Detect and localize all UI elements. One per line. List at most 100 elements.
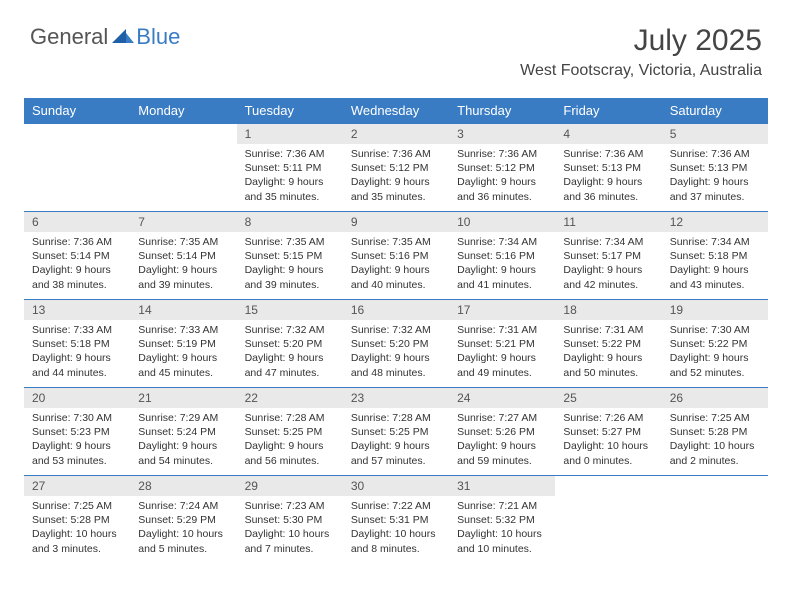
calendar-day-cell: 3Sunrise: 7:36 AMSunset: 5:12 PMDaylight…: [449, 124, 555, 212]
day-details: Sunrise: 7:29 AMSunset: 5:24 PMDaylight:…: [130, 408, 236, 474]
day-details: Sunrise: 7:31 AMSunset: 5:22 PMDaylight:…: [555, 320, 661, 386]
day-number: 29: [237, 476, 343, 496]
calendar-day-cell: 23Sunrise: 7:28 AMSunset: 5:25 PMDayligh…: [343, 388, 449, 476]
calendar-day-cell: 14Sunrise: 7:33 AMSunset: 5:19 PMDayligh…: [130, 300, 236, 388]
day-details: Sunrise: 7:34 AMSunset: 5:18 PMDaylight:…: [662, 232, 768, 298]
calendar-day-cell: [24, 124, 130, 212]
day-details: Sunrise: 7:21 AMSunset: 5:32 PMDaylight:…: [449, 496, 555, 562]
day-details: Sunrise: 7:31 AMSunset: 5:21 PMDaylight:…: [449, 320, 555, 386]
day-details: Sunrise: 7:34 AMSunset: 5:16 PMDaylight:…: [449, 232, 555, 298]
weekday-header: Tuesday: [237, 98, 343, 124]
day-details: Sunrise: 7:28 AMSunset: 5:25 PMDaylight:…: [237, 408, 343, 474]
day-number: 19: [662, 300, 768, 320]
calendar-day-cell: 5Sunrise: 7:36 AMSunset: 5:13 PMDaylight…: [662, 124, 768, 212]
calendar-day-cell: 19Sunrise: 7:30 AMSunset: 5:22 PMDayligh…: [662, 300, 768, 388]
calendar-week-row: 6Sunrise: 7:36 AMSunset: 5:14 PMDaylight…: [24, 212, 768, 300]
weekday-header: Wednesday: [343, 98, 449, 124]
location: West Footscray, Victoria, Australia: [520, 62, 762, 80]
calendar-day-cell: 30Sunrise: 7:22 AMSunset: 5:31 PMDayligh…: [343, 476, 449, 564]
day-details: Sunrise: 7:35 AMSunset: 5:16 PMDaylight:…: [343, 232, 449, 298]
calendar-day-cell: 16Sunrise: 7:32 AMSunset: 5:20 PMDayligh…: [343, 300, 449, 388]
calendar-day-cell: 13Sunrise: 7:33 AMSunset: 5:18 PMDayligh…: [24, 300, 130, 388]
calendar-day-cell: 27Sunrise: 7:25 AMSunset: 5:28 PMDayligh…: [24, 476, 130, 564]
day-details: Sunrise: 7:33 AMSunset: 5:18 PMDaylight:…: [24, 320, 130, 386]
logo: General Blue: [30, 24, 180, 50]
calendar-day-cell: 6Sunrise: 7:36 AMSunset: 5:14 PMDaylight…: [24, 212, 130, 300]
calendar-day-cell: 17Sunrise: 7:31 AMSunset: 5:21 PMDayligh…: [449, 300, 555, 388]
calendar-day-cell: 28Sunrise: 7:24 AMSunset: 5:29 PMDayligh…: [130, 476, 236, 564]
day-number: 22: [237, 388, 343, 408]
weekday-header: Friday: [555, 98, 661, 124]
day-details: Sunrise: 7:27 AMSunset: 5:26 PMDaylight:…: [449, 408, 555, 474]
calendar-day-cell: 31Sunrise: 7:21 AMSunset: 5:32 PMDayligh…: [449, 476, 555, 564]
calendar-day-cell: 18Sunrise: 7:31 AMSunset: 5:22 PMDayligh…: [555, 300, 661, 388]
day-number: 26: [662, 388, 768, 408]
calendar-day-cell: [662, 476, 768, 564]
day-details: Sunrise: 7:35 AMSunset: 5:15 PMDaylight:…: [237, 232, 343, 298]
day-number: 16: [343, 300, 449, 320]
day-details: Sunrise: 7:36 AMSunset: 5:12 PMDaylight:…: [449, 144, 555, 210]
day-number: 31: [449, 476, 555, 496]
calendar-day-cell: 15Sunrise: 7:32 AMSunset: 5:20 PMDayligh…: [237, 300, 343, 388]
day-number: 28: [130, 476, 236, 496]
calendar-week-row: 27Sunrise: 7:25 AMSunset: 5:28 PMDayligh…: [24, 476, 768, 564]
calendar-day-cell: 8Sunrise: 7:35 AMSunset: 5:15 PMDaylight…: [237, 212, 343, 300]
day-details: Sunrise: 7:28 AMSunset: 5:25 PMDaylight:…: [343, 408, 449, 474]
logo-text-blue: Blue: [136, 24, 180, 50]
calendar-header-row: SundayMondayTuesdayWednesdayThursdayFrid…: [24, 98, 768, 124]
calendar-day-cell: 26Sunrise: 7:25 AMSunset: 5:28 PMDayligh…: [662, 388, 768, 476]
day-number: 15: [237, 300, 343, 320]
day-number: 20: [24, 388, 130, 408]
calendar-week-row: 1Sunrise: 7:36 AMSunset: 5:11 PMDaylight…: [24, 124, 768, 212]
day-number: 11: [555, 212, 661, 232]
day-number: 4: [555, 124, 661, 144]
calendar-day-cell: 1Sunrise: 7:36 AMSunset: 5:11 PMDaylight…: [237, 124, 343, 212]
calendar-day-cell: 24Sunrise: 7:27 AMSunset: 5:26 PMDayligh…: [449, 388, 555, 476]
day-details: Sunrise: 7:24 AMSunset: 5:29 PMDaylight:…: [130, 496, 236, 562]
day-number: 17: [449, 300, 555, 320]
day-details: Sunrise: 7:36 AMSunset: 5:14 PMDaylight:…: [24, 232, 130, 298]
day-details: Sunrise: 7:22 AMSunset: 5:31 PMDaylight:…: [343, 496, 449, 562]
day-details: Sunrise: 7:30 AMSunset: 5:22 PMDaylight:…: [662, 320, 768, 386]
logo-triangle-icon: [112, 27, 134, 48]
day-number: 30: [343, 476, 449, 496]
day-number: 14: [130, 300, 236, 320]
calendar-day-cell: 9Sunrise: 7:35 AMSunset: 5:16 PMDaylight…: [343, 212, 449, 300]
weekday-header: Sunday: [24, 98, 130, 124]
day-number: 27: [24, 476, 130, 496]
calendar-day-cell: 11Sunrise: 7:34 AMSunset: 5:17 PMDayligh…: [555, 212, 661, 300]
day-number: 18: [555, 300, 661, 320]
day-details: Sunrise: 7:32 AMSunset: 5:20 PMDaylight:…: [343, 320, 449, 386]
day-number: 23: [343, 388, 449, 408]
day-details: Sunrise: 7:23 AMSunset: 5:30 PMDaylight:…: [237, 496, 343, 562]
title-block: July 2025 West Footscray, Victoria, Aust…: [520, 24, 762, 80]
day-details: Sunrise: 7:36 AMSunset: 5:13 PMDaylight:…: [555, 144, 661, 210]
weekday-header: Thursday: [449, 98, 555, 124]
day-details: Sunrise: 7:34 AMSunset: 5:17 PMDaylight:…: [555, 232, 661, 298]
day-number: 3: [449, 124, 555, 144]
day-number: 2: [343, 124, 449, 144]
day-details: Sunrise: 7:35 AMSunset: 5:14 PMDaylight:…: [130, 232, 236, 298]
logo-text-general: General: [30, 24, 108, 50]
day-number: 21: [130, 388, 236, 408]
weekday-header: Saturday: [662, 98, 768, 124]
day-details: Sunrise: 7:25 AMSunset: 5:28 PMDaylight:…: [662, 408, 768, 474]
day-details: Sunrise: 7:30 AMSunset: 5:23 PMDaylight:…: [24, 408, 130, 474]
day-number: 25: [555, 388, 661, 408]
day-number: 7: [130, 212, 236, 232]
calendar-day-cell: 4Sunrise: 7:36 AMSunset: 5:13 PMDaylight…: [555, 124, 661, 212]
day-details: Sunrise: 7:36 AMSunset: 5:12 PMDaylight:…: [343, 144, 449, 210]
calendar-day-cell: 21Sunrise: 7:29 AMSunset: 5:24 PMDayligh…: [130, 388, 236, 476]
day-number: 1: [237, 124, 343, 144]
calendar-day-cell: [130, 124, 236, 212]
day-number: 10: [449, 212, 555, 232]
calendar-week-row: 20Sunrise: 7:30 AMSunset: 5:23 PMDayligh…: [24, 388, 768, 476]
weekday-header: Monday: [130, 98, 236, 124]
calendar-day-cell: 7Sunrise: 7:35 AMSunset: 5:14 PMDaylight…: [130, 212, 236, 300]
day-number: 24: [449, 388, 555, 408]
calendar-week-row: 13Sunrise: 7:33 AMSunset: 5:18 PMDayligh…: [24, 300, 768, 388]
calendar-day-cell: 2Sunrise: 7:36 AMSunset: 5:12 PMDaylight…: [343, 124, 449, 212]
calendar-table: SundayMondayTuesdayWednesdayThursdayFrid…: [24, 98, 768, 564]
day-details: Sunrise: 7:36 AMSunset: 5:11 PMDaylight:…: [237, 144, 343, 210]
day-number: 9: [343, 212, 449, 232]
